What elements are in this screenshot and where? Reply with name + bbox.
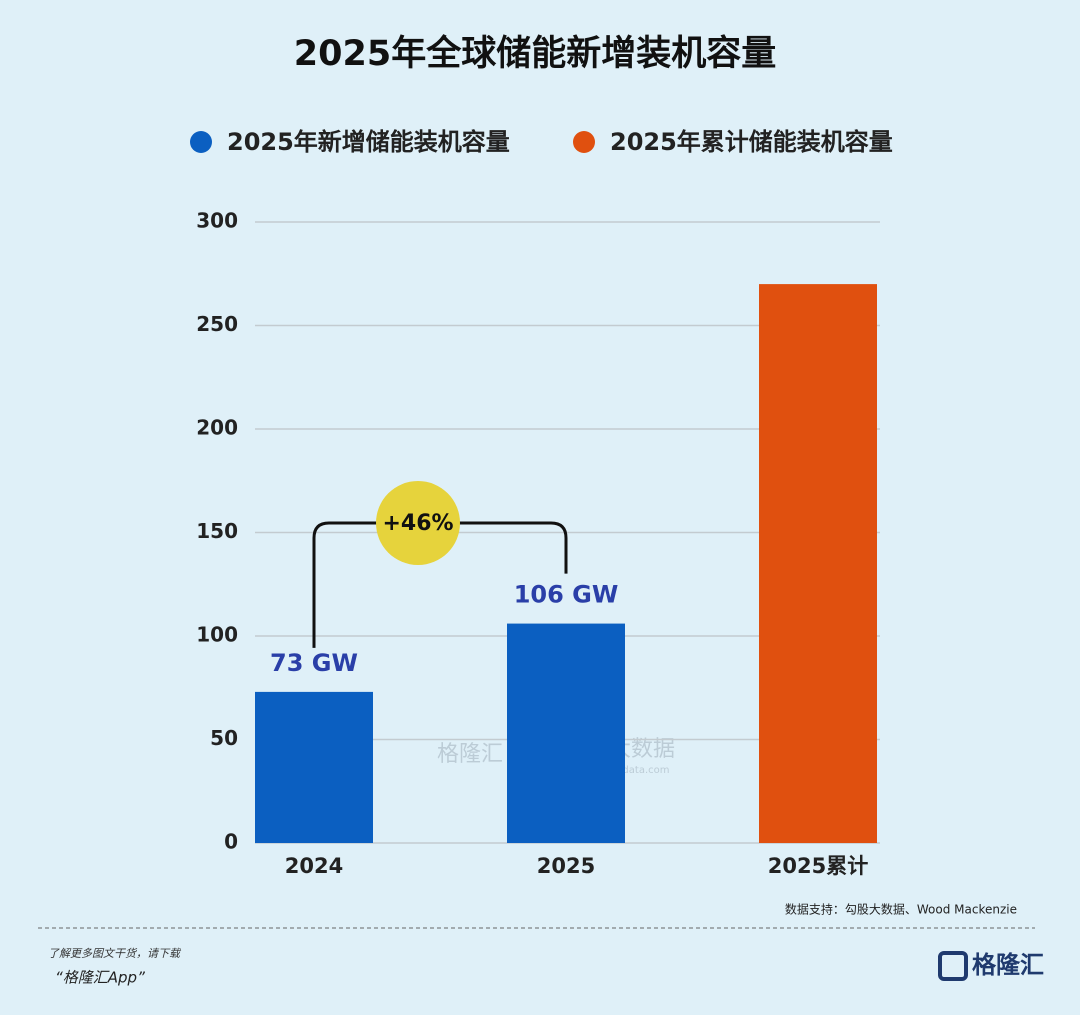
chart-title: 2025年全球储能新增装机容量 xyxy=(294,33,776,74)
data-label: 106 GW xyxy=(514,581,619,609)
y-tick-label: 100 xyxy=(196,623,238,647)
watermark: 格隆汇 xyxy=(437,742,503,767)
data-label: 73 GW xyxy=(270,649,358,677)
legend-marker xyxy=(573,131,595,153)
footer-text: “格隆汇App” xyxy=(55,969,145,987)
legend-marker xyxy=(190,131,212,153)
bar xyxy=(759,284,877,844)
bar xyxy=(507,623,625,843)
y-tick-label: 50 xyxy=(210,726,238,750)
y-tick-label: 300 xyxy=(196,209,238,233)
footer-text: 了解更多图文干货，请下载 xyxy=(48,947,182,960)
annotation-badge xyxy=(376,481,460,565)
logo-icon xyxy=(938,951,968,981)
x-tick-label: 2025 xyxy=(537,854,595,878)
annotation: +46% xyxy=(382,511,453,536)
x-tick-label: 2025累计 xyxy=(768,854,868,878)
bar xyxy=(255,691,373,843)
legend-label: 2025年新增储能装机容量 xyxy=(227,128,510,156)
y-tick-label: 0 xyxy=(224,830,238,854)
logo: 格隆汇 xyxy=(972,951,1044,979)
source: 数据支持：勾股大数据、Wood Mackenzie xyxy=(785,902,1017,917)
y-tick-label: 200 xyxy=(196,416,238,440)
x-tick-label: 2024 xyxy=(285,854,343,878)
y-tick-label: 150 xyxy=(196,519,238,543)
y-tick-label: 250 xyxy=(196,312,238,336)
legend-label: 2025年累计储能装机容量 xyxy=(610,128,893,156)
